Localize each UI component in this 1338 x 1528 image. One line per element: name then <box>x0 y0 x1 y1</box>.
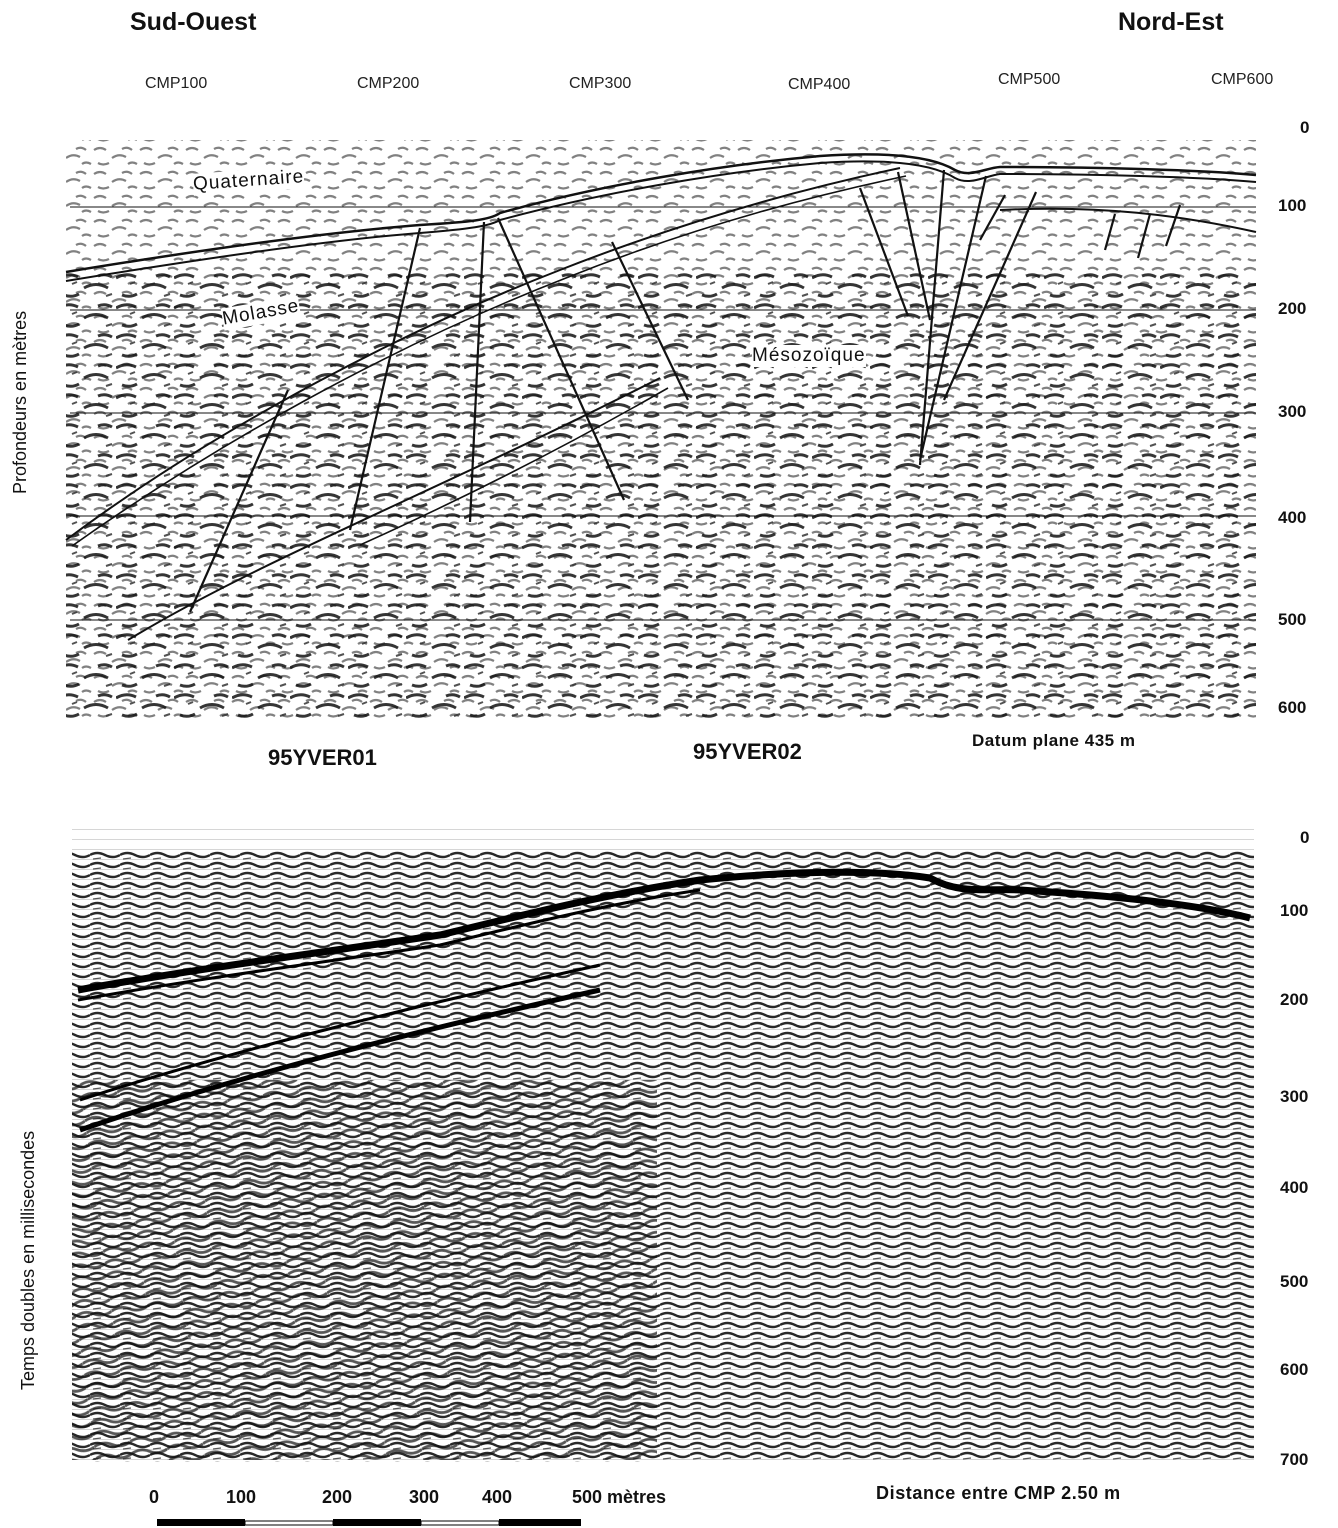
scale-label-100: 100 <box>226 1487 257 1507</box>
scale-label-200: 200 <box>322 1487 353 1507</box>
scale-bar <box>157 1519 581 1526</box>
unit-label-mesozoique: Mésozoïque <box>752 345 866 367</box>
cmp-label-400: CMP400 <box>788 76 851 93</box>
cmp-label-300: CMP300 <box>569 75 632 92</box>
time-noise-left <box>72 1080 657 1460</box>
scale-label-500-metres: 500 mètres <box>572 1487 667 1507</box>
line-name-95yver02: 95YVER02 <box>693 739 802 764</box>
time-tick-300: 300 <box>1280 1087 1309 1106</box>
datum-plane-note: Datum plane 435 m <box>972 731 1136 750</box>
horizon-deep-upper <box>127 377 661 641</box>
depth-axis-label: Profondeurs en mètres <box>10 310 30 494</box>
depth-tick-0: 0 <box>1300 118 1310 137</box>
reflector-top <box>77 868 1251 994</box>
time-section <box>72 825 1256 1466</box>
line-name-95yver01: 95YVER01 <box>268 745 377 770</box>
direction-southwest: Sud-Ouest <box>130 8 257 36</box>
depth-tick-600: 600 <box>1278 698 1307 717</box>
depth-tick-500: 500 <box>1278 610 1307 629</box>
reflector-mid-echo <box>79 963 601 1102</box>
time-tick-400: 400 <box>1280 1178 1309 1197</box>
horizon-northeast <box>999 207 1257 233</box>
time-tick-600: 600 <box>1280 1360 1309 1379</box>
scale-label-400: 400 <box>482 1487 513 1507</box>
depth-tick-400: 400 <box>1278 508 1307 527</box>
time-tick-500: 500 <box>1280 1272 1309 1291</box>
scale-label-0: 0 <box>149 1487 160 1507</box>
time-tick-0: 0 <box>1300 828 1310 847</box>
cmp-label-200: CMP200 <box>357 75 420 92</box>
cmp-label-100: CMP100 <box>145 75 208 92</box>
cmp-label-600: CMP600 <box>1211 71 1274 88</box>
time-tick-100: 100 <box>1280 901 1309 920</box>
horizon-deep-lower <box>359 387 669 546</box>
reflector-mid <box>79 987 601 1133</box>
fault-lines <box>188 169 1182 613</box>
horizon-quaternary-lower <box>65 160 1257 282</box>
depth-tick-100: 100 <box>1278 196 1307 215</box>
horizon-molasse-lower <box>71 175 907 547</box>
time-tick-200: 200 <box>1280 990 1309 1009</box>
reflector-top-echo <box>77 888 701 1002</box>
depth-section <box>65 140 1257 720</box>
depth-tick-300: 300 <box>1278 402 1307 421</box>
cmp-label-500: CMP500 <box>998 71 1061 88</box>
depth-noise-deep <box>66 270 1256 720</box>
depth-tick-200: 200 <box>1278 299 1307 318</box>
direction-northeast: Nord-Est <box>1118 8 1224 36</box>
scale-label-300: 300 <box>409 1487 440 1507</box>
horizon-quaternary-upper <box>65 153 1257 274</box>
time-tick-700: 700 <box>1280 1450 1309 1469</box>
time-section-base <box>652 1460 1256 1466</box>
cmp-spacing-note: Distance entre CMP 2.50 m <box>876 1483 1121 1503</box>
time-axis-label: Temps doubles en millisecondes <box>18 1130 38 1390</box>
